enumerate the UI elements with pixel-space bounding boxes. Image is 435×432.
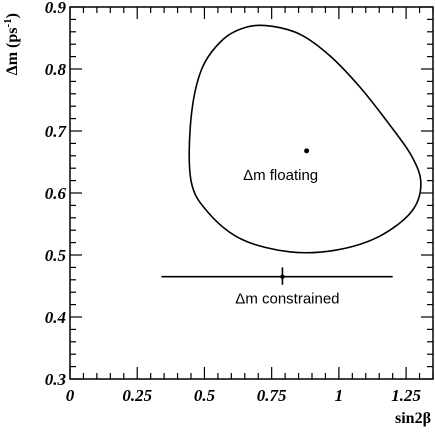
x-tick-label: 0 xyxy=(66,386,75,405)
y-tick-label: 0.5 xyxy=(45,246,67,265)
y-axis-label-close: ) xyxy=(4,13,21,18)
floating-contour xyxy=(188,24,422,254)
plot-frame xyxy=(69,6,434,380)
y-tick-label: 0.8 xyxy=(45,60,67,79)
y-tick-label: 0.3 xyxy=(45,370,67,389)
y-tick-label: 0.9 xyxy=(45,0,67,17)
constrained-label: Δm constrained xyxy=(235,291,339,308)
floating-point xyxy=(304,148,310,154)
y-tick-label: 0.7 xyxy=(45,122,68,141)
floating-label: Δm floating xyxy=(243,167,318,184)
x-axis-label: sin2β xyxy=(395,410,431,427)
tick-marks xyxy=(69,6,434,380)
x-tick-label: 0.25 xyxy=(122,386,152,405)
x-tick-label: 0.75 xyxy=(257,386,287,405)
y-axis-label-sup: -1 xyxy=(2,18,14,27)
y-tick-label: 0.6 xyxy=(45,184,67,203)
constrained-point xyxy=(280,274,285,279)
x-tick-label: 0.5 xyxy=(194,386,216,405)
y-axis-label: Δm (ps-1) xyxy=(2,13,21,75)
y-tick-label: 0.4 xyxy=(45,308,66,327)
x-tick-label: 1.25 xyxy=(391,386,421,405)
y-axis-label-main: Δm (ps xyxy=(4,28,21,76)
tick-labels: 0 0.25 0.5 0.75 1 1.25 0.3 0.4 0.5 0.6 0.7 0.8 0.9 xyxy=(45,0,422,405)
x-tick-label: 1 xyxy=(335,386,344,405)
